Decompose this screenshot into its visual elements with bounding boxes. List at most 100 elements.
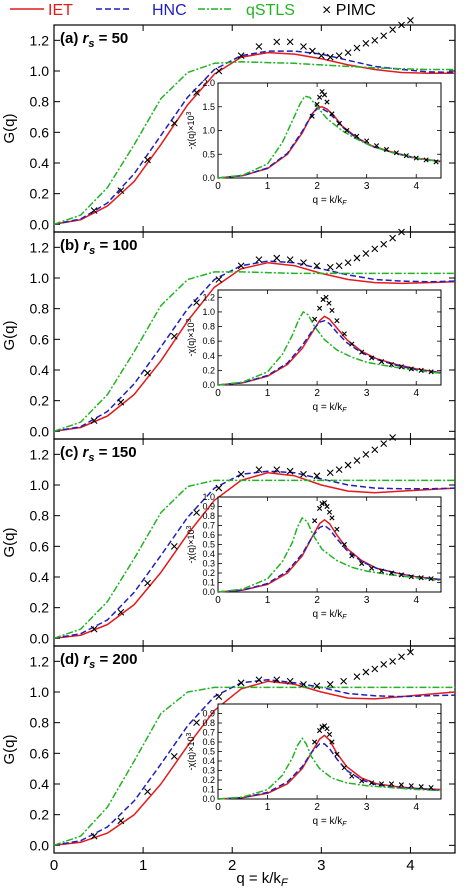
x-tick-label: 3 xyxy=(317,857,325,874)
pimc-point xyxy=(320,296,326,303)
series-iet-line xyxy=(53,261,456,433)
pimc-point xyxy=(144,579,151,587)
pimc-point xyxy=(344,127,350,134)
inset-y-tick-label: 0.2 xyxy=(202,775,215,785)
pimc-point xyxy=(334,318,340,324)
series-hnc-line xyxy=(217,319,442,386)
pimc-point xyxy=(193,719,200,727)
y-tick-label: 1.0 xyxy=(30,63,50,79)
pimc-point xyxy=(255,466,263,474)
series-iet-line xyxy=(53,51,455,226)
pimc-point xyxy=(398,228,405,236)
pimc-point xyxy=(334,751,340,757)
inset-x-label: q = k/kF xyxy=(312,816,347,828)
pimc-point xyxy=(341,765,347,771)
pimc-point xyxy=(324,503,330,510)
pimc-point xyxy=(353,457,361,464)
y-axis-label: G(q) xyxy=(1,734,18,764)
panel-param: r xyxy=(83,444,90,461)
inset-x-tick-label: 3 xyxy=(364,388,370,399)
pimc-point xyxy=(388,361,395,368)
pimc-point xyxy=(317,505,323,511)
panel-label: (a) rs = 50 xyxy=(60,30,128,50)
pimc-point xyxy=(371,245,379,253)
series-hnc-line xyxy=(217,524,442,593)
pimc-point xyxy=(193,89,200,96)
inset-x-tick-label: 4 xyxy=(413,802,419,813)
series-iet-line xyxy=(53,680,456,847)
pimc-point xyxy=(286,677,294,685)
pimc-point xyxy=(428,369,434,375)
pimc-point xyxy=(326,731,333,737)
inset-y-tick-label: 0.6 xyxy=(202,737,215,747)
panel-param-value: = 200 xyxy=(95,651,137,668)
shared-axes: q = k/kF xyxy=(236,870,289,889)
pimc-point xyxy=(193,299,200,306)
pimc-point xyxy=(398,21,405,29)
series-qstls-line xyxy=(217,737,442,800)
pimc-point xyxy=(336,120,342,126)
pimc-point xyxy=(378,568,385,574)
inset-x-label-sub: F xyxy=(342,614,347,621)
pimc-point xyxy=(90,207,98,214)
panel-d: 0.0 0.2 0.4 0.6 0.8 1.0 1.2 0 1 2 3 4 G(q) (d) rs = 2… xyxy=(1,645,456,874)
inset-x-tick-label: 1 xyxy=(265,181,271,192)
inset-y-tick-label: 0.4 xyxy=(202,756,215,766)
pimc-point xyxy=(312,316,318,322)
pimc-point xyxy=(317,728,323,734)
pimc-point xyxy=(408,783,414,789)
pimc-point xyxy=(340,677,347,685)
pimc-point xyxy=(237,262,245,270)
panel-param-value: = 150 xyxy=(94,444,136,461)
pimc-point xyxy=(321,500,328,506)
panel-label: (c) rs = 150 xyxy=(60,444,137,464)
inset-y-tick-label: 0.0 xyxy=(202,587,215,597)
inset-x-tick-label: 1 xyxy=(265,802,271,813)
pimc-point xyxy=(286,467,294,475)
pimc-point xyxy=(398,782,404,788)
panel-label: (d) rs = 200 xyxy=(60,651,137,671)
inset-x-label: q = k/kF xyxy=(312,402,347,414)
series-hnc-line xyxy=(53,50,456,226)
pimc-point xyxy=(321,92,328,98)
pimc-point xyxy=(215,67,223,75)
pimc-point xyxy=(407,17,414,24)
pimc-point xyxy=(354,133,360,139)
pimc-point xyxy=(335,466,343,474)
pimc-point xyxy=(286,38,294,46)
inset-y-tick-label: 1.5 xyxy=(202,102,215,112)
series-hnc-line xyxy=(217,743,442,800)
pimc-point xyxy=(428,576,434,582)
pimc-point xyxy=(314,101,320,107)
inset-x-tick-label: 0 xyxy=(215,802,221,813)
pimc-point xyxy=(329,307,335,314)
inset-y-tick-label: 0.0 xyxy=(202,173,215,183)
inset: 0.0 0.2 0.4 0.6 0.8 1.0 1.2 0 1 2 3 4 q = k/kF -χ(q)×… xyxy=(186,289,442,414)
series-pimc xyxy=(90,228,405,424)
inset-y-tick-label: 2.0 xyxy=(202,78,215,88)
inset-y-tick-label: 0.6 xyxy=(202,336,215,346)
pimc-point xyxy=(286,256,294,263)
pimc-point xyxy=(326,680,334,688)
series-iet-line xyxy=(217,734,442,800)
pimc-point xyxy=(273,466,281,474)
inset-y-tick-label: 0.2 xyxy=(202,365,215,375)
inset-y-tick-label: 0.4 xyxy=(202,549,215,559)
pimc-point xyxy=(389,434,397,441)
inset-y-tick-label: 0.0 xyxy=(202,794,215,804)
inset-y-label-sup: 3 xyxy=(186,732,193,736)
pimc-point xyxy=(329,739,335,745)
y-tick-label: 0.8 xyxy=(30,508,50,524)
x-axis-label: q = k/kF xyxy=(236,870,289,889)
panel-param-sub: s xyxy=(88,38,94,50)
inset-x-tick-label: 1 xyxy=(265,595,271,606)
inset-y-tick-label: 0.7 xyxy=(202,521,215,531)
pimc-point xyxy=(90,625,98,633)
inset-y-tick-label: 1.0 xyxy=(202,307,215,317)
y-tick-label: 0.8 xyxy=(30,715,50,731)
panel-letter: (d) xyxy=(60,651,83,668)
pimc-point xyxy=(398,653,405,661)
inset-frame xyxy=(217,703,442,800)
series-pimc xyxy=(312,723,434,791)
inset-y-tick-label: 0.8 xyxy=(202,718,215,728)
